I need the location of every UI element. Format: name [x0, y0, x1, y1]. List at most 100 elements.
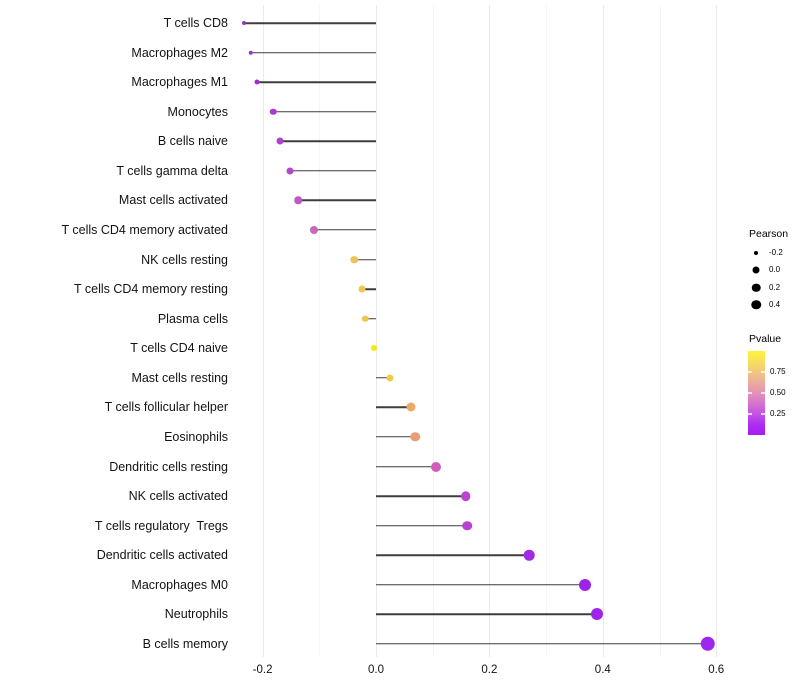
lollipop-stem: [298, 199, 376, 202]
lollipop-stem: [280, 140, 376, 143]
legend-pearson-title: Pearson: [749, 228, 789, 240]
lollipop-stem: [376, 524, 468, 527]
lollipop-stem: [273, 110, 376, 113]
major-gridline: [602, 5, 604, 657]
data-point: [358, 285, 366, 293]
y-axis-label: T cells CD4 memory resting: [74, 281, 228, 296]
major-gridline: [716, 5, 718, 657]
y-axis-label: Neutrophils: [164, 607, 228, 622]
x-tick-label: 0.4: [594, 664, 611, 676]
data-point: [590, 608, 603, 621]
major-gridline: [376, 5, 377, 657]
y-axis-label: Plasma cells: [157, 311, 228, 326]
data-point: [700, 636, 715, 652]
lollipop-stem: [376, 377, 391, 379]
legend-size-label: 0.0: [769, 265, 781, 275]
lollipop-stem: [376, 436, 416, 438]
lollipop-stem: [376, 465, 436, 468]
legend-size-dot: [754, 251, 758, 255]
x-tick-label: 0.2: [481, 664, 498, 676]
minor-gridline: [432, 5, 434, 657]
lollipop-stem: [365, 317, 376, 320]
legend-size-label: 0.4: [769, 299, 781, 309]
legend-size-label: 0.2: [769, 282, 781, 292]
data-point: [286, 167, 294, 175]
y-axis-label: Eosinophils: [164, 429, 228, 444]
lollipop-stem: [289, 170, 376, 172]
data-point: [430, 461, 441, 472]
y-axis-label: Monocytes: [167, 104, 228, 119]
colorbar-tick: [748, 413, 752, 415]
data-point: [254, 79, 260, 85]
lollipop-stem: [256, 81, 376, 83]
y-axis-label: Macrophages M0: [131, 577, 228, 592]
lollipop-stem: [376, 584, 586, 586]
legend-pvalue-title: Pvalue: [749, 333, 782, 345]
data-point: [294, 196, 303, 205]
lollipop-stem: [354, 258, 376, 261]
minor-gridline: [546, 5, 548, 657]
lollipop-stem: [376, 643, 708, 645]
x-tick-label: 0.0: [368, 664, 384, 676]
colorbar-tick: [748, 392, 752, 394]
legend-pvalue-label: 0.75: [770, 367, 786, 376]
lollipop-stem: [376, 613, 597, 616]
y-axis-label: Dendritic cells resting: [109, 459, 228, 474]
major-gridline: [489, 5, 491, 657]
y-axis-label: Macrophages M2: [131, 45, 228, 60]
data-point: [350, 255, 359, 264]
y-axis-label: T cells regulatory Tregs: [94, 518, 228, 533]
pvalue-colorbar: [748, 351, 765, 435]
lollipop-stem: [376, 406, 412, 409]
data-point: [406, 402, 416, 412]
y-axis-label: T cells follicular helper: [104, 400, 228, 415]
data-point: [276, 137, 284, 145]
data-point: [462, 520, 473, 531]
legend-size-label: -0.2: [769, 248, 783, 257]
y-axis-label: Mast cells activated: [118, 193, 228, 208]
lollipop-stem: [362, 288, 376, 290]
legend-pvalue-label: 0.25: [770, 409, 786, 418]
data-point: [361, 315, 369, 322]
x-tick-label: -0.2: [252, 664, 273, 676]
legend-size-dot: [752, 266, 760, 274]
legend-pvalue-label: 0.50: [770, 388, 786, 397]
colorbar-tick: [748, 371, 752, 373]
data-point: [460, 491, 471, 501]
data-point: [386, 374, 394, 382]
major-gridline: [262, 5, 264, 657]
y-axis-label: T cells gamma delta: [116, 163, 228, 178]
y-axis-label: T cells CD4 naive: [130, 341, 228, 356]
y-axis-label: Macrophages M1: [131, 74, 228, 89]
colorbar-tick: [761, 413, 765, 415]
lollipop-stem: [376, 554, 530, 557]
y-axis-label: B cells naive: [157, 134, 228, 149]
minor-gridline: [319, 5, 321, 657]
lollipop-stem: [314, 229, 376, 231]
y-axis-label: NK cells resting: [141, 252, 228, 267]
data-point: [242, 21, 247, 25]
colorbar-tick: [761, 371, 765, 373]
data-point: [523, 550, 535, 561]
data-point: [248, 50, 253, 55]
colorbar-tick: [761, 392, 765, 394]
y-axis-label: T cells CD8: [163, 15, 228, 30]
lollipop-stem: [244, 22, 376, 24]
y-axis-label: Dendritic cells activated: [96, 548, 228, 563]
data-point: [371, 345, 378, 352]
y-axis-label: T cells CD4 memory activated: [61, 222, 229, 237]
y-axis-label: NK cells activated: [128, 488, 228, 503]
minor-gridline: [659, 5, 661, 657]
lollipop-stem: [376, 495, 466, 497]
data-point: [579, 578, 592, 591]
legend-size-dot: [751, 300, 761, 310]
data-point: [310, 225, 319, 234]
y-axis-label: B cells memory: [142, 636, 228, 651]
y-axis-label: Mast cells resting: [131, 370, 228, 385]
lollipop-stem: [250, 51, 376, 54]
legend-size-dot: [751, 283, 761, 292]
data-point: [270, 108, 277, 115]
data-point: [410, 432, 420, 442]
x-tick-label: 0.6: [708, 664, 725, 676]
